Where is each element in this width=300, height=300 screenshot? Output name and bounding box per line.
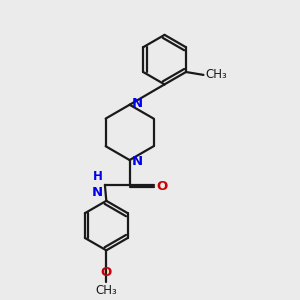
Text: CH₃: CH₃ [95,284,117,297]
Text: O: O [101,266,112,279]
Text: N: N [92,186,103,199]
Text: H: H [93,170,103,183]
Text: O: O [156,180,168,193]
Text: CH₃: CH₃ [205,68,227,81]
Text: N: N [132,155,143,168]
Text: N: N [132,97,143,110]
